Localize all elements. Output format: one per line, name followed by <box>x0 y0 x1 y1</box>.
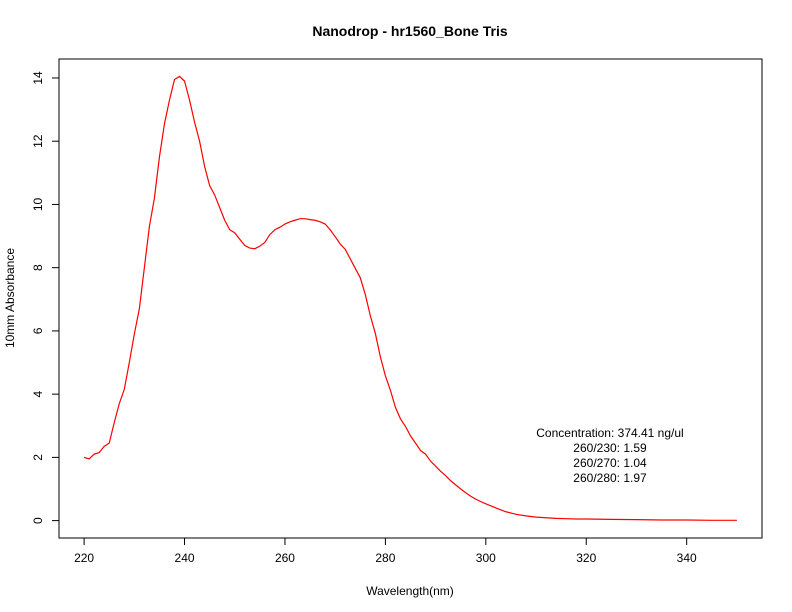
x-tick-label: 260 <box>275 551 295 565</box>
y-tick-label: 6 <box>31 327 45 334</box>
x-tick-label: 340 <box>677 551 697 565</box>
y-axis: 0 2 4 6 8 10 12 14 <box>31 71 59 524</box>
y-tick-label: 2 <box>31 454 45 461</box>
x-tick-label: 300 <box>476 551 496 565</box>
y-axis-label: 10mm Absorbance <box>3 248 17 348</box>
y-tick-label: 0 <box>31 517 45 524</box>
plot-frame <box>58 58 763 539</box>
chart-title: Nanodrop - hr1560_Bone Tris <box>312 23 507 39</box>
annotation-concentration: Concentration: 374.41 ng/ul <box>536 426 683 440</box>
x-tick-label: 320 <box>576 551 596 565</box>
x-axis: 220 240 260 280 300 320 340 <box>74 538 697 565</box>
x-tick-label: 240 <box>175 551 195 565</box>
annotation-260-230: 260/230: 1.59 <box>573 441 647 455</box>
x-tick-label: 220 <box>74 551 94 565</box>
y-tick-label: 12 <box>31 134 45 148</box>
annotation-260-270: 260/270: 1.04 <box>573 456 647 470</box>
y-tick-label: 10 <box>31 197 45 211</box>
y-tick-label: 14 <box>31 71 45 85</box>
annotation-260-280: 260/280: 1.97 <box>573 471 647 485</box>
x-tick-label: 280 <box>375 551 395 565</box>
absorbance-series-line <box>83 75 737 521</box>
y-tick-label: 4 <box>31 390 45 397</box>
x-axis-label: Wavelength(nm) <box>366 584 454 598</box>
y-tick-label: 8 <box>31 264 45 271</box>
concentration-annotation: Concentration: 374.41 ng/ul 260/230: 1.5… <box>536 426 683 485</box>
